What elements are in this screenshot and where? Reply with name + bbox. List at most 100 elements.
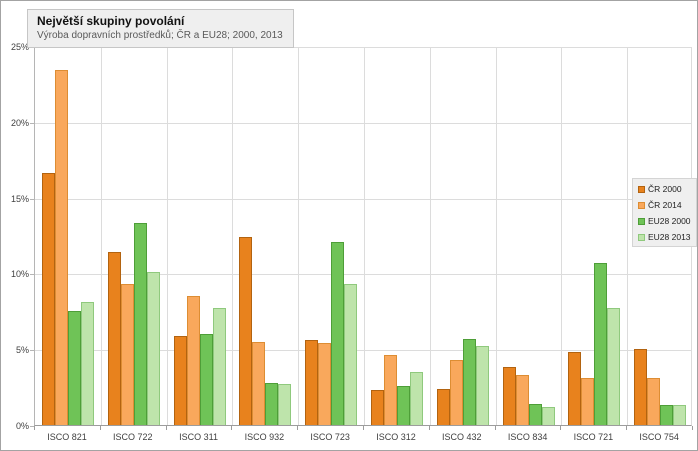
- y-tick: [30, 198, 34, 200]
- x-tick: [626, 426, 627, 430]
- bar-čr-2000-isco-723: [305, 340, 319, 425]
- legend-label: EU28 2013: [648, 232, 691, 242]
- bar-eu28-2000-isco-932: [265, 382, 279, 425]
- x-category-label: ISCO 432: [442, 432, 482, 442]
- x-tick: [429, 426, 430, 430]
- legend: ČR 2000 ČR 2014 EU28 2000 EU28 2013: [632, 178, 697, 247]
- y-tick: [30, 426, 34, 427]
- bar-eu28-2013-isco-821: [80, 302, 94, 425]
- x-category-label: ISCO 834: [507, 432, 548, 442]
- gridline-vertical: [561, 47, 562, 425]
- chart-title: Největší skupiny povolání: [37, 14, 185, 28]
- bar-čr-2000-isco-312: [370, 390, 384, 425]
- legend-label: EU28 2000: [648, 216, 691, 226]
- bar-eu28-2000-isco-721: [594, 262, 608, 425]
- bar-eu28-2013-isco-311: [212, 308, 226, 425]
- gridline-vertical: [496, 47, 497, 425]
- x-category-label: ISCO 721: [573, 432, 614, 442]
- gridline-horizontal: [35, 198, 691, 200]
- bar-eu28-2000-isco-723: [331, 241, 345, 425]
- y-tick-label: 20%: [10, 117, 29, 128]
- x-category-label: ISCO 932: [244, 432, 285, 442]
- x-tick: [495, 426, 496, 430]
- y-tick: [30, 350, 34, 352]
- bar-eu28-2000-isco-722: [133, 223, 147, 425]
- bar-eu28-2000-isco-311: [199, 334, 213, 425]
- bar-eu28-2013-isco-722: [146, 271, 160, 425]
- x-category-label: ISCO 723: [310, 432, 350, 442]
- x-tick: [297, 426, 298, 430]
- gridline-vertical: [430, 47, 431, 425]
- bar-čr-2014-isco-722: [120, 284, 134, 425]
- bar-eu28-2000-isco-432: [462, 338, 476, 425]
- y-tick-label: 25%: [10, 42, 29, 52]
- bar-čr-2014-isco-432: [449, 359, 463, 425]
- y-tick-label: 0%: [15, 421, 29, 431]
- legend-item-čr-2014: ČR 2014: [638, 200, 691, 210]
- bar-čr-2000-isco-432: [436, 388, 450, 425]
- y-tick: [30, 122, 34, 124]
- gridline-vertical: [364, 47, 365, 425]
- y-tick-label: 15%: [10, 193, 29, 204]
- bar-čr-2000-isco-721: [568, 352, 582, 425]
- bar-eu28-2013-isco-432: [475, 346, 489, 425]
- legend-item-eu28-2013: EU28 2013: [638, 232, 691, 242]
- bar-eu28-2013-isco-932: [278, 384, 292, 425]
- bar-čr-2014-isco-723: [318, 343, 332, 425]
- legend-swatch-icon: [638, 217, 645, 225]
- legend-swatch-icon: [638, 233, 645, 241]
- y-tick-label: 10%: [10, 269, 29, 280]
- gridline-vertical: [232, 47, 233, 425]
- bar-eu28-2013-isco-834: [541, 406, 555, 425]
- bar-eu28-2000-isco-821: [67, 311, 81, 425]
- gridline-vertical: [627, 47, 628, 425]
- bar-čr-2014-isco-721: [581, 378, 595, 425]
- x-tick: [692, 426, 693, 430]
- bar-čr-2014-isco-932: [252, 341, 266, 425]
- bar-eu28-2000-isco-312: [396, 385, 410, 425]
- gridline-vertical: [101, 47, 102, 425]
- bar-eu28-2000-isco-834: [528, 403, 542, 425]
- bar-eu28-2013-isco-754: [673, 405, 687, 425]
- bar-čr-2000-isco-834: [502, 367, 516, 425]
- x-tick: [100, 426, 101, 430]
- bar-eu28-2013-isco-312: [409, 371, 423, 425]
- x-category-label: ISCO 821: [47, 432, 87, 442]
- chart-title-box: Největší skupiny povolání Výroba dopravn…: [27, 9, 294, 48]
- gridline-vertical: [298, 47, 299, 425]
- legend-label: ČR 2000: [648, 184, 682, 194]
- legend-item-čr-2000: ČR 2000: [638, 184, 691, 194]
- bar-čr-2014-isco-311: [186, 296, 200, 425]
- x-category-label: ISCO 312: [376, 432, 416, 442]
- bar-čr-2014-isco-312: [383, 355, 397, 425]
- bar-čr-2014-isco-834: [515, 375, 529, 425]
- x-tick: [166, 426, 167, 430]
- legend-label: ČR 2014: [648, 200, 682, 210]
- bar-čr-2014-isco-821: [54, 70, 68, 425]
- x-tick: [34, 426, 35, 430]
- bar-čr-2000-isco-821: [41, 173, 55, 425]
- x-category-label: ISCO 311: [179, 432, 219, 442]
- gridline-horizontal: [35, 122, 691, 124]
- x-tick: [231, 426, 232, 430]
- legend-swatch-icon: [638, 185, 645, 193]
- x-category-label: ISCO 722: [113, 432, 153, 442]
- bar-čr-2014-isco-754: [647, 378, 661, 425]
- bar-čr-2000-isco-754: [634, 349, 648, 425]
- gridline-horizontal: [35, 274, 691, 276]
- legend-item-eu28-2000: EU28 2000: [638, 216, 691, 226]
- x-tick: [363, 426, 364, 430]
- bar-eu28-2000-isco-754: [660, 405, 674, 425]
- x-category-label: ISCO 754: [639, 432, 679, 442]
- bar-čr-2000-isco-311: [173, 335, 187, 425]
- legend-swatch-icon: [638, 201, 645, 209]
- bar-eu28-2013-isco-723: [344, 284, 358, 425]
- chart-subtitle: Výroba dopravních prostředků; ČR a EU28;…: [37, 30, 283, 41]
- gridline-vertical: [167, 47, 168, 425]
- plot-area: [34, 47, 692, 426]
- bar-eu28-2013-isco-721: [607, 308, 621, 425]
- y-tick-label: 5%: [15, 345, 29, 356]
- y-tick: [30, 274, 34, 276]
- bar-čr-2000-isco-932: [239, 237, 253, 425]
